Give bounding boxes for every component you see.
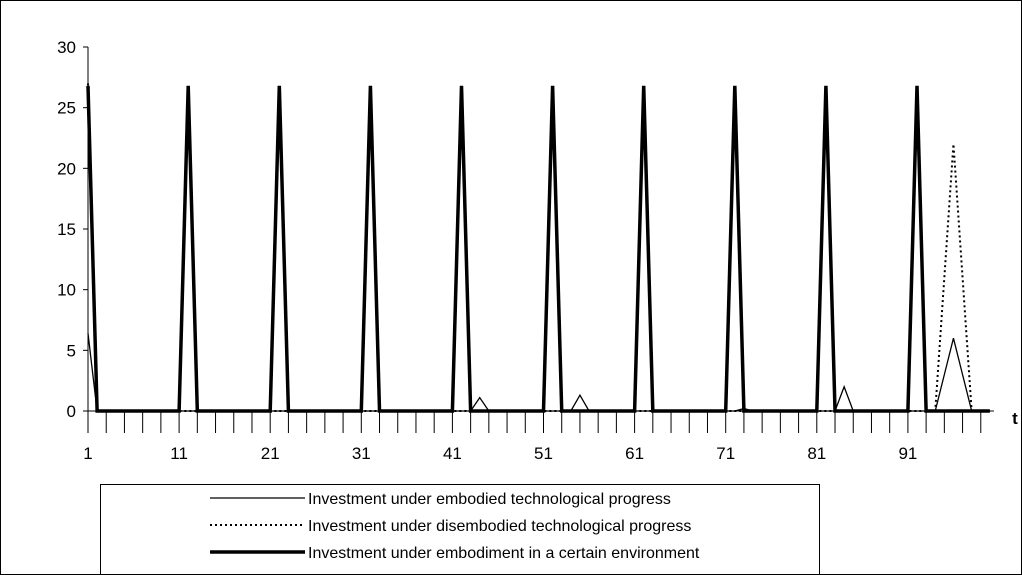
- legend: [100, 484, 820, 575]
- series-line: [86, 85, 990, 413]
- x-tick-label: 21: [261, 444, 280, 463]
- legend-label: Investment under embodied technological …: [308, 491, 671, 508]
- x-tick-label: 11: [170, 444, 188, 463]
- y-tick-label: 30: [57, 38, 76, 57]
- x-tick-label: 41: [443, 444, 462, 463]
- y-tick-label: 15: [57, 220, 76, 239]
- y-tick-label: 10: [57, 281, 76, 300]
- x-axis-label: t: [1012, 409, 1018, 428]
- x-tick-label: 81: [807, 444, 826, 463]
- y-tick-label: 25: [57, 99, 76, 118]
- x-tick-label: 31: [352, 444, 371, 463]
- legend-label: Investment under embodiment in a certain…: [308, 545, 700, 562]
- y-tick-label: 20: [57, 159, 76, 178]
- x-tick-label: 1: [83, 444, 92, 463]
- x-tick-label: 61: [625, 444, 644, 463]
- legend-label: Investment under disembodied technologic…: [308, 518, 691, 535]
- x-tick-label: 51: [534, 444, 553, 463]
- y-tick-label: 0: [67, 402, 76, 421]
- y-tick-label: 5: [67, 341, 76, 360]
- x-tick-label: 91: [898, 444, 917, 463]
- x-tick-label: 71: [716, 444, 735, 463]
